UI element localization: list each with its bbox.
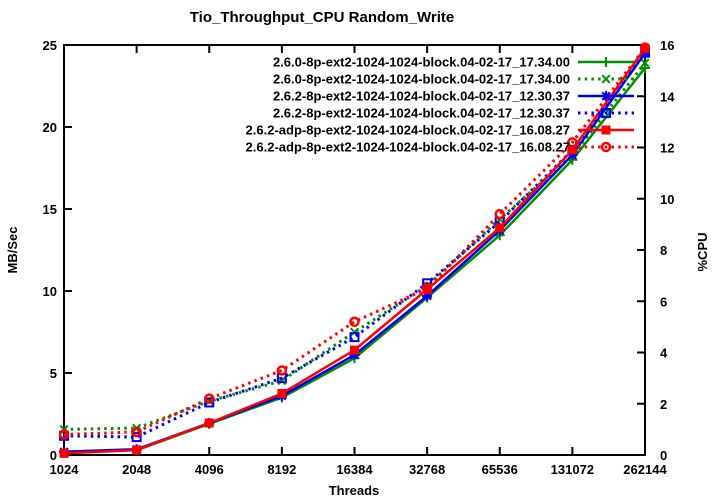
- series-marker-cross: [277, 376, 287, 386]
- series-marker-cross: [601, 74, 611, 84]
- x-tick-label: 262144: [623, 462, 667, 477]
- y-right-tick-label: 16: [660, 38, 674, 53]
- y-right-tick-label: 8: [660, 243, 667, 258]
- y-axis-label-right: %CPU: [695, 232, 710, 271]
- y-right-tick-label: 6: [660, 294, 667, 309]
- series-marker-square-filled: [640, 43, 650, 53]
- y-left-tick-label: 20: [43, 120, 57, 135]
- legend-label: 2.6.2-adp-8p-ext2-1024-1024-block.04-02-…: [246, 123, 570, 138]
- x-tick-label: 8192: [267, 462, 296, 477]
- y-left-tick-label: 5: [50, 366, 57, 381]
- x-tick-label: 65536: [482, 462, 518, 477]
- legend-label: 2.6.2-8p-ext2-1024-1024-block.04-02-17_1…: [273, 106, 570, 121]
- x-tick-label: 2048: [122, 462, 151, 477]
- series-marker-circle-open: [276, 365, 288, 376]
- y-right-tick-label: 10: [660, 192, 674, 207]
- x-tick-label: 16384: [336, 462, 373, 477]
- legend-label: 2.6.2-8p-ext2-1024-1024-block.04-02-17_1…: [273, 89, 570, 104]
- series-marker-square-filled: [132, 445, 142, 455]
- series-marker-square-filled: [59, 448, 69, 458]
- series-marker-circle-open: [349, 316, 360, 327]
- legend-label: 2.6.0-8p-ext2-1024-1024-block.04-02-17_1…: [273, 72, 570, 87]
- series-line-5: [63, 46, 647, 436]
- y-right-tick-label: 2: [660, 397, 667, 412]
- series-marker-square-open: [349, 332, 360, 343]
- plot-area: 1024 2048 4096 8192 16384 32768 65536 131072 262…: [43, 38, 676, 477]
- legend-label: 2.6.2-adp-8p-ext2-1024-1024-block.04-02-…: [246, 140, 570, 155]
- series-marker-circle-open: [204, 393, 215, 404]
- y-left-tick-label: 0: [50, 448, 57, 463]
- x-tick-label: 32768: [409, 462, 445, 477]
- y-left-tick-label: 25: [43, 38, 57, 53]
- y-left-tick-label: 15: [43, 202, 57, 217]
- y-right-tick-label: 4: [660, 346, 668, 361]
- series-marker-circle-open: [639, 42, 651, 53]
- series-marker-square-open: [131, 432, 142, 443]
- series-marker-cross: [640, 58, 650, 68]
- series-marker-plus: [601, 57, 611, 67]
- series-marker-square-filled: [350, 345, 359, 355]
- series-marker-square-filled: [601, 125, 611, 135]
- series-marker-circle-open: [494, 208, 505, 220]
- y-right-tick-label: 12: [660, 141, 674, 156]
- series-marker-square-filled: [204, 418, 214, 428]
- y-right-tick-label: 14: [660, 89, 675, 104]
- legend-label: 2.6.0-8p-ext2-1024-1024-block.04-02-17_1…: [273, 55, 570, 70]
- y-right-tick-label: 0: [660, 448, 667, 463]
- x-tick-label: 1024: [50, 462, 80, 477]
- series-marker-circle-open: [421, 283, 433, 294]
- y-left-tick-label: 10: [43, 284, 57, 299]
- plot-border: [63, 44, 646, 456]
- chart-title: Tio_Throughput_CPU Random_Write: [190, 9, 454, 26]
- series-marker-circle-open: [600, 141, 612, 153]
- series-marker-square-open: [601, 108, 611, 118]
- series-marker-square-filled: [277, 389, 287, 398]
- series-marker-circle-open: [58, 429, 70, 440]
- series-marker-circle-open: [131, 426, 142, 438]
- series-marker-asterisk: [601, 91, 611, 101]
- y-axis-label-left: MB/Sec: [5, 227, 20, 274]
- series-marker-circle-open: [567, 137, 578, 148]
- series-marker-square-filled: [567, 145, 577, 155]
- x-tick-label: 131072: [551, 462, 594, 477]
- series-marker-square-filled: [495, 223, 505, 233]
- series-marker-square-open: [204, 397, 215, 408]
- x-tick-label: 4096: [195, 462, 224, 477]
- x-axis-label: Threads: [329, 483, 380, 498]
